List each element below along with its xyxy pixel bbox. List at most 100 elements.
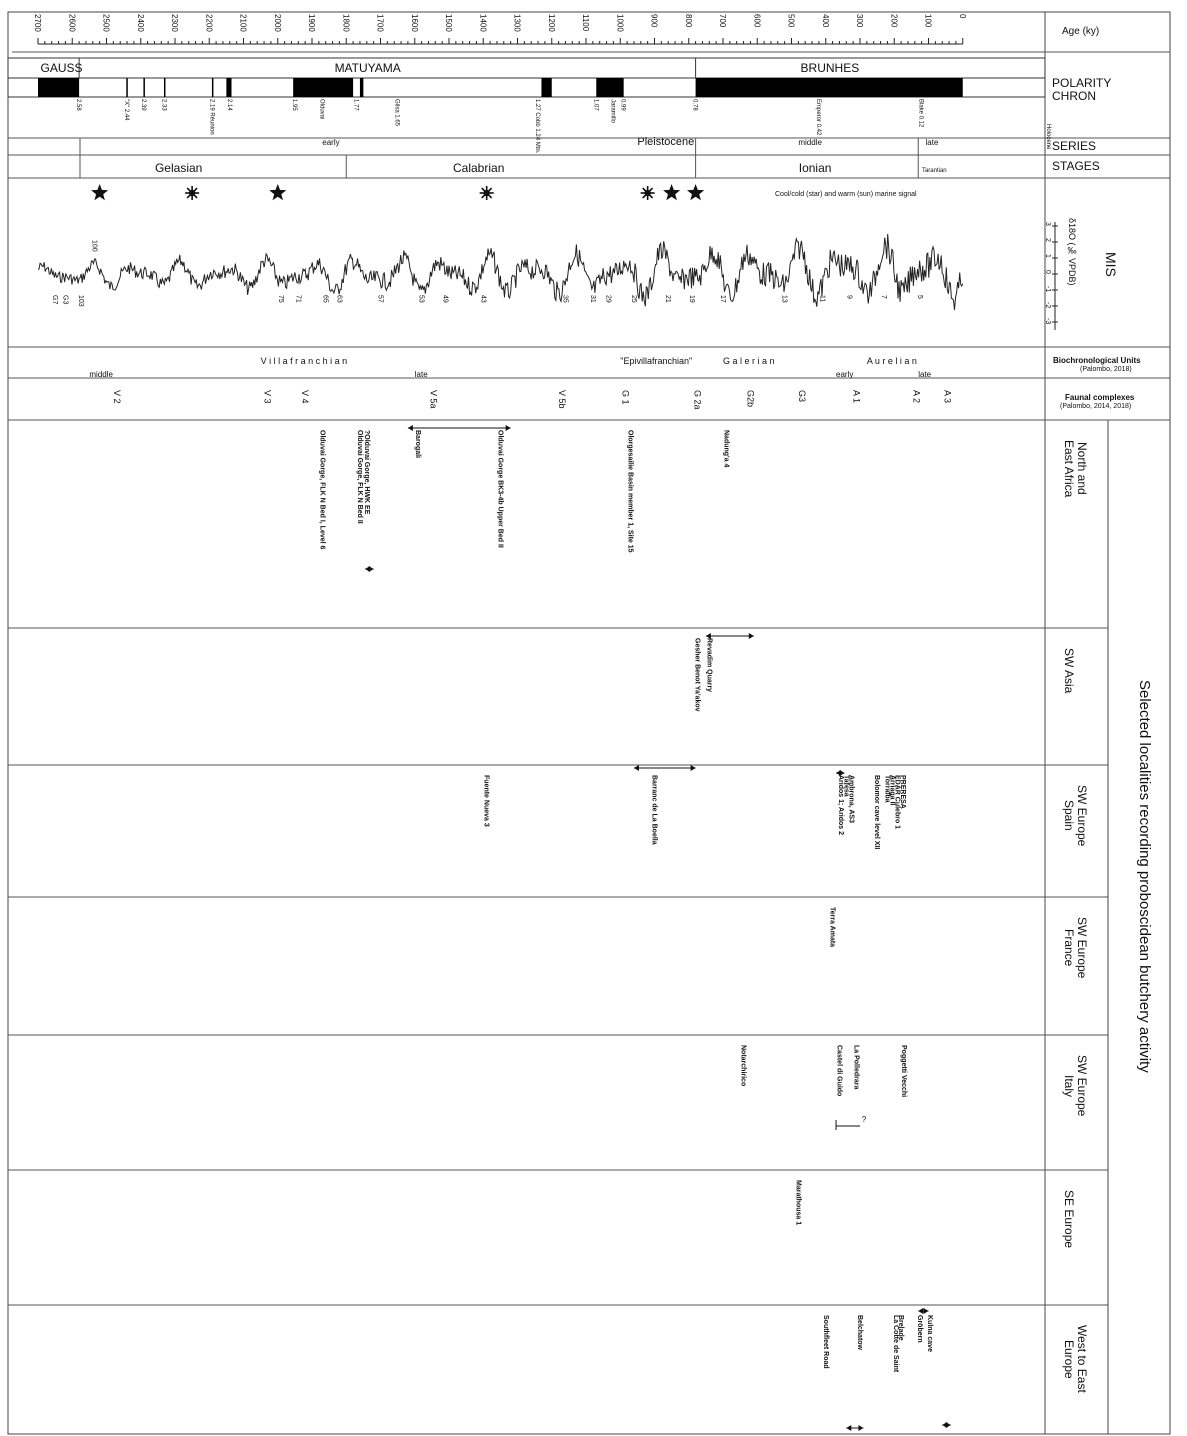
site-label: Notarchirico (739, 1045, 747, 1087)
polarity-title-1: POLARITY (1052, 76, 1112, 90)
belchatow-range-arrow-head (846, 1425, 852, 1431)
site-label: Olorgesailie Basin member 1, Site 15 (626, 430, 634, 553)
polarity-title-2: CHRON (1052, 89, 1096, 103)
faunal-complex-label: G3 (796, 390, 807, 403)
mis-title: MIS (1103, 252, 1119, 277)
sun-ray (647, 192, 654, 199)
region-name: North and East Africa (1062, 440, 1089, 498)
site-label: PRERESA (898, 775, 906, 809)
mis-stage-label: G3 (61, 295, 69, 305)
sun-ray (191, 192, 198, 199)
mis-stage-label: 100 (90, 240, 98, 252)
normal-polarity-band (38, 78, 80, 97)
site-label: Castel di Guido (835, 1045, 843, 1097)
faunal-complex-label: A 1 (851, 390, 862, 404)
polarity-event-label: 1.07 (592, 99, 599, 111)
age-tick-label: 200 (889, 14, 899, 28)
age-tick-label: 500 (786, 14, 796, 28)
site-label: Fuente Nueva 3 (482, 775, 490, 827)
polarity-event-label: 1.27 Cobb 1.24 Mtn. (534, 99, 541, 154)
site-label: Kulna cave (926, 1315, 934, 1352)
polarity-event-label: Olduvai (318, 99, 325, 120)
faunal-complex-label: V 2 (111, 390, 122, 404)
site-label: Revadim Quarry (705, 638, 713, 693)
biochron-cite: (Palombo, 2018) (1080, 366, 1132, 373)
kulna-range-arrow-head (945, 1422, 951, 1428)
faunal-complex-label: V 3 (262, 390, 273, 404)
age-tick-label: 700 (718, 14, 727, 28)
mis-axis-tick-label: -3 (1044, 318, 1051, 325)
site-label: La Polledrara (852, 1045, 860, 1090)
biochron-unit: late (415, 370, 428, 379)
mis-stage-label: 65 (321, 295, 329, 303)
age-tick-label: 900 (649, 14, 659, 28)
age-tick-label: 2700 (33, 14, 42, 32)
question-mark: ? (862, 1115, 867, 1124)
warm-sun-icon (640, 186, 655, 200)
mis-stage-label: 35 (561, 295, 569, 303)
age-tick-label: 2100 (238, 14, 248, 32)
faunal-complex-label: G 2a (692, 390, 703, 410)
age-tick-label: 1000 (615, 14, 625, 32)
mis-curve (37, 233, 964, 311)
age-tick-label: 1500 (444, 14, 453, 32)
normal-polarity-band (541, 78, 552, 97)
mis-axis-label: δ18O (‰ VPDB) (1067, 218, 1077, 286)
faunal-complex-label: V 5b (557, 390, 568, 409)
region-name: SW Europe Italy (1062, 1055, 1089, 1117)
mis-stage-label: 29 (604, 295, 612, 303)
sun-ray (191, 187, 198, 194)
polarity-event-label: 2.19 Réunion (208, 99, 215, 135)
polarity-event-label: 0.99 (619, 99, 626, 111)
mis-stage-label: 11 (818, 295, 826, 303)
age-tick-label: 400 (820, 14, 830, 28)
mis-axis-tick-label: 3 (1044, 222, 1051, 226)
mis-stage-label: 19 (688, 295, 696, 303)
polarity-event-label: Blake 0.12 (917, 99, 924, 128)
age-tick-label: 2000 (272, 14, 282, 32)
stage-name: Gelasian (155, 161, 202, 175)
faunal-cite: (Palombo, 2014, 2018) (1060, 403, 1132, 410)
mis-stage-label: 63 (335, 295, 343, 303)
mis-axis-tick-label: 2 (1044, 238, 1051, 242)
faunal-title: Faunal complexes (1065, 393, 1135, 402)
mis-axis-tick-label: 1 (1044, 254, 1051, 258)
polarity-event-label: 2.39 (140, 99, 147, 111)
site-label: Belchatow (856, 1315, 863, 1351)
biochron-title: Biochronological Units (1053, 356, 1141, 365)
site-label: Southfleet Road (821, 1315, 829, 1369)
polarity-event-label: 0.78 (691, 99, 698, 111)
biochron-unit: early (836, 370, 853, 379)
age-tick-label: 2300 (170, 14, 179, 32)
barogali-range-arrow-head (407, 425, 413, 431)
mis-stage-label: 21 (664, 295, 672, 303)
chron-name: BRUNHES (801, 61, 860, 75)
site-label: Gröbern (915, 1315, 923, 1343)
site-label: EDAR Culebro 1 (893, 775, 901, 830)
boella-range-arrow-head (690, 765, 696, 771)
mis-axis-tick-label: 0 (1044, 270, 1051, 274)
stages-title: STAGES (1052, 159, 1100, 173)
chron-name-row (7, 57, 1046, 79)
series-epoch: Pleistocene (637, 136, 694, 148)
biochron-unit: V i l l a f r a n c h i a n (261, 356, 348, 366)
site-label: Gesher Benot Ya'akov (693, 638, 701, 712)
site-label: ?Olduvai Gorge, HWK EE (362, 430, 370, 515)
age-tick-label: 1900 (307, 14, 316, 32)
stage-name: Ionian (799, 161, 832, 175)
faunal-complex-label: V 5a (428, 390, 439, 409)
sun-ray (486, 187, 493, 194)
mis-stage-label: 9 (845, 295, 853, 299)
mis-stage-label: 53 (417, 295, 425, 303)
site-label: Poggetti Vecchi (900, 1045, 908, 1098)
cold-star-icon (269, 184, 287, 201)
cold-star-icon (91, 184, 109, 201)
age-tick-label: 600 (752, 14, 762, 28)
cold-star-icon (663, 184, 681, 201)
sun-ray (647, 187, 654, 194)
mis-stage-label: 43 (479, 295, 487, 303)
age-tick-label: 300 (855, 14, 864, 28)
sun-ray (186, 187, 193, 194)
